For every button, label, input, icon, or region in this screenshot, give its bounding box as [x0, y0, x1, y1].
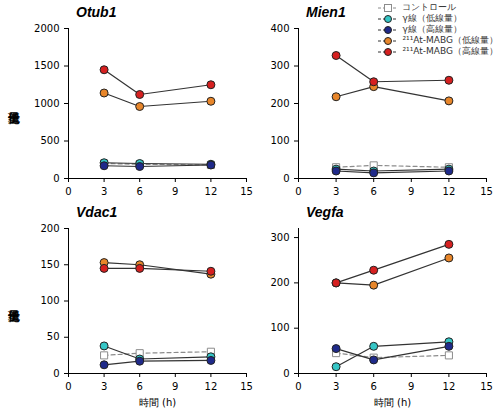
- svg-text:0: 0: [295, 381, 301, 392]
- svg-text:1500: 1500: [34, 60, 59, 71]
- svg-text:9: 9: [172, 381, 178, 392]
- svg-text:3: 3: [101, 186, 107, 197]
- html-text:²¹¹At-MABG（低線量）: ²¹¹At-MABG（低線量）: [402, 35, 498, 45]
- html-text:コントロール: コントロール: [402, 2, 457, 12]
- svg-text:0: 0: [65, 381, 71, 392]
- svg-text:2000: 2000: [34, 23, 59, 34]
- svg-text:0: 0: [65, 186, 71, 197]
- svg-text:15: 15: [240, 381, 253, 392]
- svg-text:0: 0: [283, 173, 289, 184]
- html-text:²¹¹At-MABG（高線量）: ²¹¹At-MABG（高線量）: [402, 46, 498, 56]
- svg-text:100: 100: [270, 322, 289, 333]
- svg-text:12: 12: [443, 381, 456, 392]
- html-text:Vdac1: Vdac1: [76, 204, 118, 220]
- svg-text:500: 500: [40, 135, 59, 146]
- svg-text:0: 0: [295, 186, 301, 197]
- svg-text:200: 200: [40, 223, 59, 234]
- svg-text:6: 6: [371, 186, 377, 197]
- svg-text:0: 0: [53, 173, 59, 184]
- svg-text:15: 15: [480, 381, 493, 392]
- svg-text:時間 (h): 時間 (h): [139, 397, 176, 408]
- svg-text:15: 15: [240, 186, 253, 197]
- svg-text:100: 100: [270, 135, 289, 146]
- html-text:γ線（低線量）: γ線（低線量）: [402, 13, 462, 23]
- svg-text:9: 9: [408, 381, 414, 392]
- svg-text:3: 3: [333, 186, 339, 197]
- svg-text:0: 0: [53, 368, 59, 379]
- html-text:Mien1: Mien1: [306, 4, 346, 20]
- svg-text:1000: 1000: [34, 98, 59, 109]
- svg-text:12: 12: [205, 186, 218, 197]
- svg-text:300: 300: [270, 60, 289, 71]
- svg-text:50: 50: [47, 331, 60, 342]
- svg-text:300: 300: [270, 232, 289, 243]
- svg-text:200: 200: [270, 277, 289, 288]
- svg-text:6: 6: [371, 381, 377, 392]
- svg-text:200: 200: [270, 98, 289, 109]
- svg-text:3: 3: [101, 381, 107, 392]
- svg-text:9: 9: [172, 186, 178, 197]
- svg-text:12: 12: [205, 381, 218, 392]
- svg-text:3: 3: [333, 381, 339, 392]
- svg-text:400: 400: [270, 23, 289, 34]
- svg-text:0: 0: [283, 368, 289, 379]
- html-text:Otub1: Otub1: [76, 4, 117, 20]
- svg-text:時間 (h): 時間 (h): [374, 397, 411, 408]
- svg-text:6: 6: [137, 381, 143, 392]
- html-text:遺伝子発現量: 遺伝子発現量: [6, 300, 21, 301]
- svg-text:12: 12: [443, 186, 456, 197]
- svg-text:150: 150: [40, 259, 59, 270]
- html-text:γ線（高線量）: γ線（高線量）: [402, 24, 462, 34]
- svg-text:100: 100: [40, 295, 59, 306]
- svg-text:9: 9: [408, 186, 414, 197]
- svg-text:6: 6: [137, 186, 143, 197]
- svg-text:15: 15: [480, 186, 493, 197]
- html-text:Vegfa: Vegfa: [306, 204, 344, 220]
